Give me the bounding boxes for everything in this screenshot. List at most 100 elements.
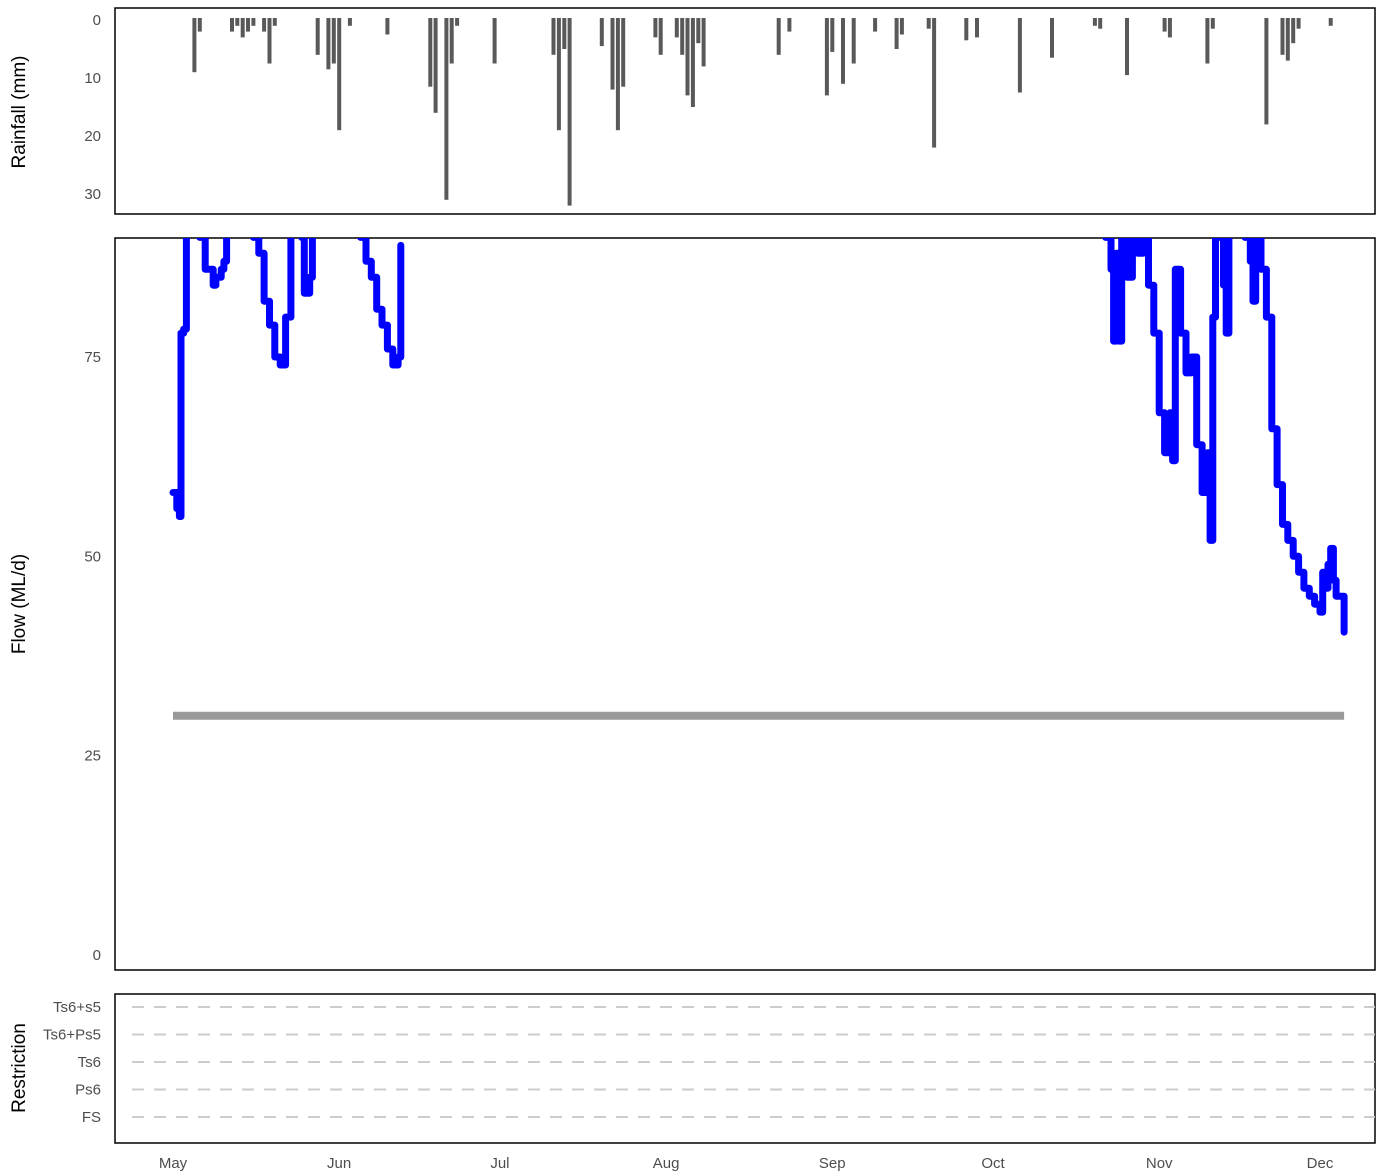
rainfall-bar-35 xyxy=(690,18,695,107)
flow-line-segment-6 xyxy=(1241,238,1348,636)
rainfall-bar-15 xyxy=(385,18,390,35)
rainfall-bar-58 xyxy=(1205,18,1210,64)
rainfall-bar-1 xyxy=(197,18,202,32)
rainfall-bar-25 xyxy=(567,18,572,206)
rainfall-bar-28 xyxy=(615,18,620,131)
rainfall-y-tick-label: 30 xyxy=(84,186,101,203)
rainfall-bar-4 xyxy=(240,18,245,38)
rainfall-bar-23 xyxy=(556,18,561,131)
rainfall-bar-63 xyxy=(1291,18,1296,44)
restriction-level-labels: FS Ps6 Ts6 Ts6+Ps5 Ts6+s5 xyxy=(43,999,101,1126)
restriction-panel: FS Ps6 Ts6 Ts6+Ps5 Ts6+s5 Restriction xyxy=(9,993,1376,1144)
rainfall-bar-49 xyxy=(964,18,969,41)
flow-line-segment-4 xyxy=(357,238,405,369)
rainfall-panel: 0 10 20 30 Rainfall (mm) xyxy=(9,7,1376,215)
x-tick-label: Aug xyxy=(653,1155,680,1172)
rainfall-bar-2 xyxy=(230,18,234,32)
rainfall-bar-39 xyxy=(787,18,792,32)
rainfall-bar-42 xyxy=(841,18,845,84)
rainfall-bar-26 xyxy=(599,18,604,47)
rainfall-bar-56 xyxy=(1162,18,1167,32)
rainfall-bar-5 xyxy=(246,18,250,32)
rainfall-bar-11 xyxy=(326,18,331,70)
x-tick-label: Dec xyxy=(1307,1155,1334,1172)
rainfall-bar-6 xyxy=(251,18,256,26)
rainfall-bar-64 xyxy=(1296,18,1301,29)
rainfall-bar-31 xyxy=(658,18,663,55)
rainfall-bar-54 xyxy=(1098,18,1103,29)
x-tick-label: Oct xyxy=(981,1155,1005,1172)
rainfall-bar-46 xyxy=(899,18,904,35)
restriction-level-label: Ts6+Ps5 xyxy=(43,1027,101,1044)
rainfall-bar-51 xyxy=(1017,18,1022,93)
rainfall-bar-34 xyxy=(685,18,690,96)
x-tick-label: Sep xyxy=(819,1155,846,1172)
rainfall-bars xyxy=(192,18,1333,206)
rainfall-bar-9 xyxy=(272,18,277,26)
x-tick-label: Jun xyxy=(327,1155,351,1172)
x-tick-label: Nov xyxy=(1146,1155,1173,1172)
rainfall-bar-41 xyxy=(830,18,835,52)
flow-y-tick-label: 25 xyxy=(84,748,101,765)
rainfall-bar-22 xyxy=(551,18,556,55)
rainfall-bar-7 xyxy=(262,18,267,32)
rainfall-bar-3 xyxy=(235,18,240,26)
rainfall-bar-65 xyxy=(1328,18,1333,26)
rainfall-bar-52 xyxy=(1050,18,1054,58)
flow-line-segment-2 xyxy=(249,238,295,369)
rainfall-bar-30 xyxy=(653,18,658,38)
rainfall-bar-44 xyxy=(873,18,878,32)
rainfall-bar-47 xyxy=(926,18,931,29)
x-axis-month-labels: May Jun Jul Aug Sep Oct Nov Dec xyxy=(159,1155,1334,1172)
rainfall-y-tick-label: 20 xyxy=(84,128,101,145)
rainfall-bar-0 xyxy=(192,18,197,73)
restriction-level-label: Ts6 xyxy=(78,1054,101,1071)
restriction-level-label: Ps6 xyxy=(75,1082,101,1099)
rainfall-y-tick-label: 10 xyxy=(84,70,101,87)
flow-panel-frame xyxy=(114,237,1376,971)
rainfall-bar-61 xyxy=(1280,18,1285,55)
restriction-panel-frame xyxy=(114,993,1376,1144)
rainfall-bar-24 xyxy=(562,18,567,49)
rainfall-bar-59 xyxy=(1210,18,1215,29)
rainfall-y-ticks: 0 10 20 30 xyxy=(84,12,101,203)
rainfall-bar-10 xyxy=(315,18,320,55)
rainfall-bar-36 xyxy=(696,18,701,44)
rainfall-y-tick-label: 0 xyxy=(93,12,101,29)
flow-series-layer xyxy=(169,238,1348,636)
rainfall-bar-8 xyxy=(267,18,272,64)
rainfall-bar-12 xyxy=(331,18,336,64)
flow-line-segment-0 xyxy=(169,238,190,520)
restriction-level-label: Ts6+s5 xyxy=(53,999,101,1016)
rainfall-bar-17 xyxy=(433,18,438,113)
rainfall-bar-55 xyxy=(1125,18,1129,76)
x-tick-label: May xyxy=(159,1155,188,1172)
rainfall-bar-37 xyxy=(701,18,706,67)
rainfall-bar-60 xyxy=(1264,18,1269,125)
rainfall-y-axis-title: Rainfall (mm) xyxy=(9,56,30,169)
rainfall-bar-57 xyxy=(1167,18,1172,38)
flow-y-axis-title: Flow (ML/d) xyxy=(9,554,30,654)
flow-line-segment-3 xyxy=(298,238,316,297)
flow-y-tick-label: 75 xyxy=(84,349,101,366)
restriction-level-label: FS xyxy=(82,1109,101,1126)
rainfall-bar-62 xyxy=(1285,18,1290,61)
rainfall-bar-33 xyxy=(680,18,685,55)
rainfall-bar-38 xyxy=(776,18,781,55)
rainfall-bar-29 xyxy=(621,18,626,87)
rainfall-bar-16 xyxy=(428,18,433,87)
rainfall-bar-20 xyxy=(455,18,460,26)
rainfall-bar-48 xyxy=(932,18,937,148)
flow-y-ticks: 0 25 50 75 xyxy=(84,349,101,964)
rainfall-bar-50 xyxy=(975,18,979,38)
rainfall-bar-43 xyxy=(851,18,856,64)
restriction-y-axis-title: Restriction xyxy=(9,1023,30,1113)
rainfall-panel-frame xyxy=(114,7,1376,215)
x-tick-label: Jul xyxy=(490,1155,509,1172)
rainfall-bar-14 xyxy=(347,18,352,26)
rainfall-bar-53 xyxy=(1092,18,1097,26)
rainfall-bar-18 xyxy=(444,18,449,200)
rainfall-bar-13 xyxy=(337,18,342,131)
flow-panel: 0 25 50 75 Flow (ML/d) xyxy=(9,237,1376,971)
